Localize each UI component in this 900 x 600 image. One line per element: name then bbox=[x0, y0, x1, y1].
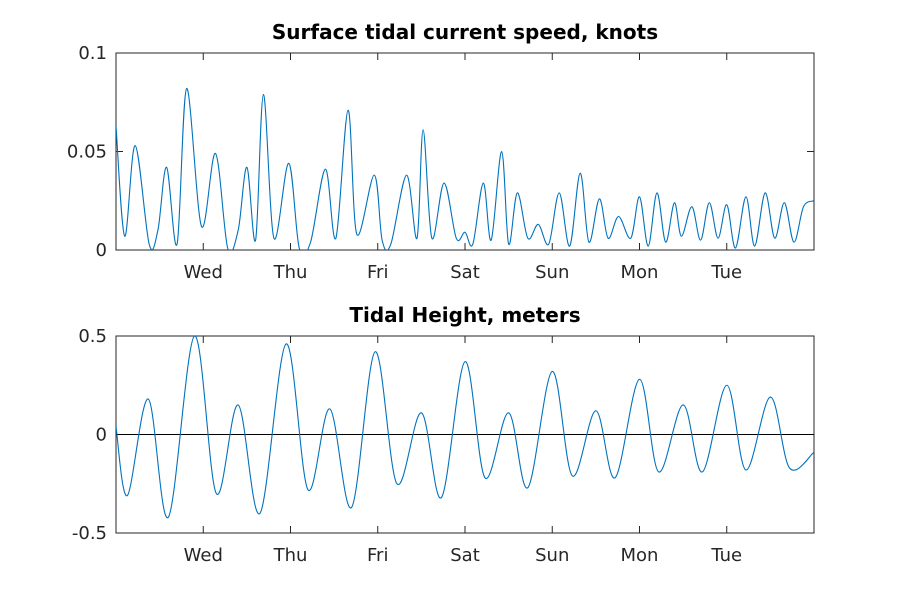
tidal-height-xtick-label: Fri bbox=[367, 545, 388, 566]
current-speed-xtick-label: Tue bbox=[710, 262, 742, 283]
tidal-height-xtick-label: Thu bbox=[273, 545, 308, 566]
current-speed-ytick-label: 0 bbox=[96, 240, 107, 261]
current-speed-axes: 0 0.05 0.1 Wed Thu Fri Sat Sun Mon Tue bbox=[67, 43, 815, 283]
tidal-height-xtick-label: Sun bbox=[535, 545, 569, 566]
current-speed-xtick-label: Sun bbox=[535, 262, 569, 283]
tidal-height-series-line bbox=[116, 336, 814, 518]
current-speed-xtick-label: Wed bbox=[184, 262, 223, 283]
current-speed-xtick-label: Fri bbox=[367, 262, 388, 283]
tidal-height-xtick-label: Sat bbox=[450, 545, 480, 566]
current-speed-title: Surface tidal current speed, knots bbox=[272, 20, 658, 44]
tidal-height-ytick-label: 0 bbox=[96, 425, 107, 446]
tidal-height-plot-area bbox=[116, 336, 814, 518]
current-speed-panel: Surface tidal current speed, knots 0 0.05… bbox=[67, 20, 815, 283]
current-speed-xtick-label: Thu bbox=[273, 262, 308, 283]
current-speed-ytick-label: 0.05 bbox=[67, 142, 107, 163]
tidal-height-xtick-label: Mon bbox=[621, 545, 659, 566]
tidal-height-ytick-label: 0.5 bbox=[78, 326, 107, 347]
current-speed-plot-area bbox=[116, 87, 814, 250]
current-speed-ytick-label: 0.1 bbox=[78, 43, 107, 64]
tidal-height-ytick-label: -0.5 bbox=[72, 523, 107, 544]
tidal-height-panel: Tidal Height, meters -0.5 0 0.5 Wed Thu Fri Sa… bbox=[72, 303, 815, 566]
tidal-height-xtick-label: Wed bbox=[184, 545, 223, 566]
current-speed-series-line bbox=[116, 87, 814, 250]
tidal-height-xtick-label: Tue bbox=[710, 545, 742, 566]
tidal-height-axes: -0.5 0 0.5 Wed Thu Fri Sat Sun Mon Tue bbox=[72, 326, 815, 566]
tidal-height-title: Tidal Height, meters bbox=[349, 303, 580, 327]
current-speed-xtick-label: Mon bbox=[621, 262, 659, 283]
current-speed-xtick-label: Sat bbox=[450, 262, 480, 283]
current-speed-plot-frame bbox=[115, 52, 815, 251]
